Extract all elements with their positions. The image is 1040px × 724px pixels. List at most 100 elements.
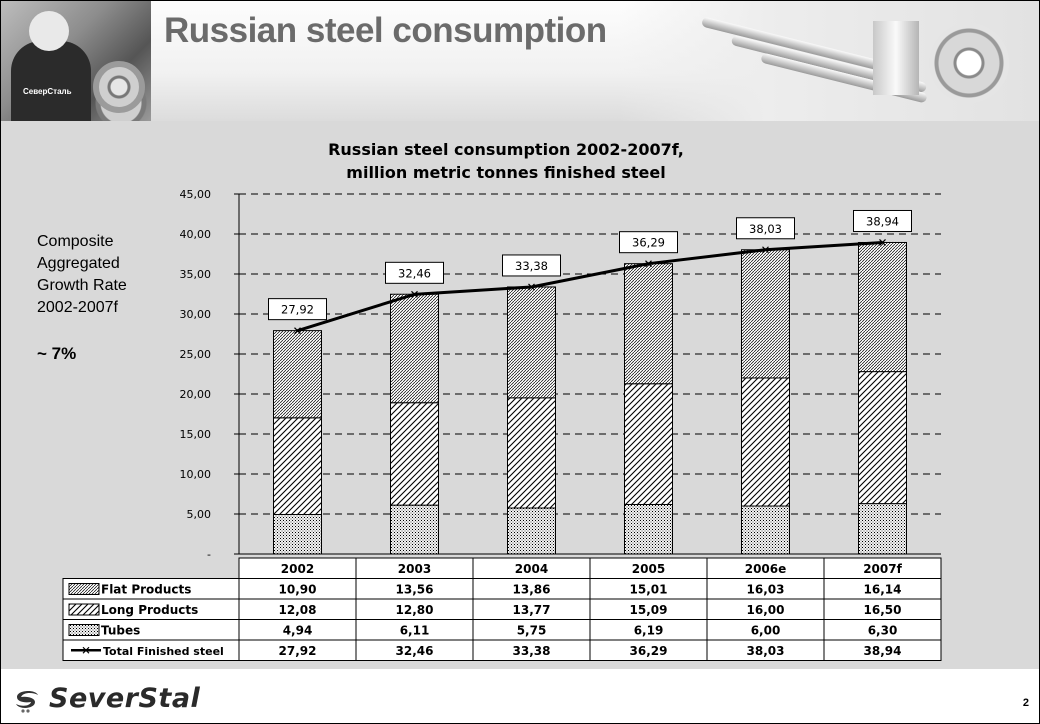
caption-line: Growth Rate (37, 277, 127, 294)
table-cell-value: 13,86 (513, 583, 551, 597)
table-cell-value: 6,00 (751, 624, 781, 638)
table-category-header: 2007f (863, 562, 902, 576)
bar-segment-flat-products (273, 330, 322, 419)
bar-segment-tubes (624, 503, 673, 555)
total-data-label: 27,92 (281, 303, 314, 317)
legend-key-swatch (68, 583, 100, 595)
bar-segment-tubes (858, 503, 907, 555)
caption-line: Aggregated (37, 255, 120, 272)
table-cell-value: 16,03 (747, 583, 785, 597)
bar-segment-long-products (858, 371, 907, 505)
chart-title-line-1: Russian steel consumption 2002-2007f, (328, 140, 684, 159)
bar-segment-flat-products (741, 249, 790, 379)
growth-rate-caption: Composite Aggregated Growth Rate 2002-20… (37, 231, 127, 319)
table-cell-value: 27,92 (279, 644, 317, 658)
y-tick-label: 40,00 (180, 228, 212, 241)
y-tick-label: - (207, 548, 211, 561)
slide-title: Russian steel consumption (164, 11, 607, 50)
table-cell-value: 36,29 (630, 644, 668, 658)
table-category-header: 2005 (632, 562, 665, 576)
growth-rate-value: ~ 7% (37, 344, 77, 363)
bar-segment-long-products (741, 377, 790, 507)
total-point-marker (879, 239, 886, 246)
steel-coil-image (93, 61, 145, 113)
table-cell-value: 12,08 (279, 603, 317, 617)
table-category-header: 2002 (281, 562, 314, 576)
y-tick-label: 25,00 (180, 348, 212, 361)
severstal-logo: SeverStal (9, 683, 269, 723)
table-cell-value: 16,00 (747, 603, 785, 617)
bar-segment-flat-products (858, 241, 907, 373)
bar-segment-long-products (273, 417, 322, 515)
total-data-label: 33,38 (515, 259, 548, 273)
table-cell-value: 33,38 (513, 644, 551, 658)
header-logo-text: СеверСталь (23, 87, 72, 96)
legend-key-swatch (68, 624, 100, 636)
bar-segment-flat-products (507, 286, 556, 399)
y-tick-label: 45,00 (180, 188, 212, 201)
table-cell-value: 13,56 (396, 583, 434, 597)
bar-segment-tubes (390, 504, 439, 555)
bar-segment-long-products (390, 402, 439, 506)
data-table: 2002 2003 2004 2005 2006e 2007f Flat Products 1… (62, 557, 942, 661)
total-point-marker (528, 283, 535, 291)
bar-segment-long-products (624, 383, 673, 505)
total-label-box (268, 298, 327, 321)
table-cell-value: 16,14 (864, 583, 902, 597)
bar-segment-tubes (507, 507, 556, 555)
table-cell-value: 6,19 (634, 624, 664, 638)
bar-segment-tubes (273, 513, 322, 555)
page-number: 2 (1022, 697, 1029, 709)
total-point-marker (411, 290, 418, 298)
total-label-box (619, 231, 678, 254)
table-cell-value: 4,94 (283, 624, 313, 638)
y-tick-label: 20,00 (180, 388, 212, 401)
table-cell-value: 12,80 (396, 603, 434, 617)
legend-key-swatch (68, 603, 100, 616)
table-cell-value: 38,03 (747, 644, 785, 658)
table-cell-value: 15,09 (630, 603, 668, 617)
y-tick-label: 5,00 (187, 508, 212, 521)
table-category-header: 2004 (515, 562, 548, 576)
bar-segment-flat-products (624, 263, 673, 385)
steel-roll-image (929, 23, 1009, 103)
caption-line: Composite (37, 233, 114, 250)
chart-title-line-2: million metric tonnes finished steel (346, 163, 665, 182)
legend-label: Tubes (101, 624, 140, 638)
total-data-label: 32,46 (398, 266, 431, 280)
plot-area: - 5,00 10,00 15,00 20,00 25,00 30,00 35,00 40,00… (180, 188, 941, 561)
total-data-label: 36,29 (632, 236, 665, 250)
table-cell-value: 15,01 (630, 583, 668, 597)
table-category-header: 2003 (398, 562, 431, 576)
total-point-marker (645, 260, 652, 268)
total-label-box (853, 209, 912, 232)
logo-text: SeverStal (49, 683, 201, 714)
y-tick-label: 30,00 (180, 308, 212, 321)
bar-segment-flat-products (390, 293, 439, 404)
y-tick-label: 10,00 (180, 468, 212, 481)
table-cell-value: 16,50 (864, 603, 902, 617)
total-data-label: 38,03 (749, 222, 782, 236)
steel-block-image (873, 21, 919, 95)
table-cell-value: 13,77 (513, 603, 551, 617)
total-line (297, 240, 883, 333)
total-point-marker (762, 246, 769, 254)
caption-line: 2002-2007f (37, 299, 118, 316)
total-label-box (502, 254, 561, 277)
table-cell-value: 6,11 (400, 624, 430, 638)
total-label-box (385, 261, 444, 284)
legend-label: Long Products (101, 603, 198, 617)
total-data-label: 38,94 (866, 214, 899, 228)
legend-label: Total Finished steel (103, 645, 224, 658)
worker-helmet (29, 11, 69, 51)
table-cell-value: 10,90 (279, 583, 317, 597)
total-label-box (736, 217, 795, 240)
y-tick-label: 15,00 (180, 428, 212, 441)
stacked-bar-chart: Russian steel consumption 2002-2007f, mi… (62, 140, 942, 661)
table-category-header: 2006e (745, 562, 787, 576)
header-photo-steel-products (619, 1, 1039, 121)
y-tick-label: 35,00 (180, 268, 212, 281)
table-cell-value: 5,75 (517, 624, 547, 638)
table-cell-value: 6,30 (868, 624, 898, 638)
